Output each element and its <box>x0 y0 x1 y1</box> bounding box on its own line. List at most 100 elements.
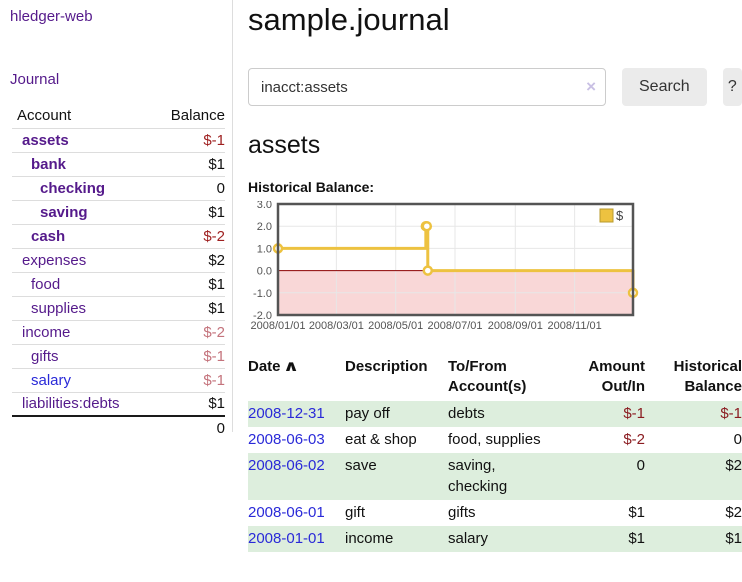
data-point-marker <box>422 265 434 276</box>
sidebar-item-journal[interactable]: Journal <box>10 71 60 88</box>
account-balance: $1 <box>149 296 225 321</box>
account-link[interactable]: expenses <box>22 251 87 269</box>
account-balance: $-1 <box>149 344 225 369</box>
transaction-accounts: gifts <box>448 504 476 521</box>
account-row: food $1 <box>12 272 225 297</box>
account-balance: 0 <box>149 176 225 201</box>
account-balance: $2 <box>149 248 225 273</box>
transaction-date-link[interactable]: 2008-01-01 <box>248 530 325 547</box>
legend-label: $ <box>616 208 624 223</box>
balance-column-header: Historical Balance <box>673 358 742 395</box>
accounts-total-row: 0 <box>12 415 225 440</box>
account-balance: $1 <box>149 272 225 297</box>
transaction-row: 2008-06-01 gift gifts $1 $2 <box>248 500 742 526</box>
account-balance: $-2 <box>149 320 225 345</box>
account-balance: $1 <box>149 200 225 225</box>
transaction-description: eat & shop <box>345 431 417 448</box>
account-link[interactable]: liabilities:debts <box>22 395 120 413</box>
transaction-date-cell: 2008-06-03 <box>248 427 345 453</box>
legend-swatch <box>599 208 614 223</box>
register-header-row: Date ∧ Description To/From Account(s) Amou… <box>248 355 742 401</box>
account-row: expenses $2 <box>12 248 225 273</box>
date-column-header[interactable]: Date ∧ <box>248 358 299 375</box>
account-balance: $-1 <box>149 368 225 393</box>
transaction-balance: $2 <box>645 453 742 500</box>
account-link[interactable]: bank <box>31 155 67 173</box>
x-tick-label: 2008/01/01 <box>250 320 305 332</box>
accounts-table: Account Balance assets $-1 bank $1 checking 0… <box>12 104 225 440</box>
transaction-balance: $-1 <box>645 401 742 427</box>
amount-column-header: Amount Out/In <box>588 358 645 395</box>
app-title-link[interactable]: hledger-web <box>10 8 93 25</box>
account-balance: $-2 <box>149 224 225 249</box>
transaction-description: income <box>345 526 448 552</box>
transaction-date-cell: 2008-12-31 <box>248 401 345 427</box>
transaction-amount: 0 <box>562 453 645 500</box>
transaction-description: save <box>345 453 448 500</box>
account-row: gifts $-1 <box>12 344 225 369</box>
account-balance: $1 <box>149 392 225 417</box>
account-row: checking 0 <box>12 176 225 201</box>
x-tick-label: 2008/05/01 <box>368 320 423 332</box>
account-link[interactable]: checking <box>40 179 106 197</box>
transaction-amount: $-1 <box>562 401 645 427</box>
transaction-date-cell: 2008-06-02 <box>248 453 345 500</box>
transaction-date-link[interactable]: 2008-06-02 <box>248 457 325 474</box>
account-balance: $-1 <box>149 128 225 153</box>
search-input[interactable] <box>248 68 606 106</box>
account-column-header: Account <box>12 104 150 129</box>
transaction-balance: $2 <box>725 504 742 521</box>
accounts-column-header: To/From Account(s) <box>448 358 527 395</box>
transaction-amount: $1 <box>628 504 645 521</box>
account-link[interactable]: income <box>22 323 71 341</box>
transaction-row: 2008-01-01 income salary $1 $1 <box>248 526 742 552</box>
transaction-row: 2008-06-02 save saving, checking 0 $2 <box>248 453 742 500</box>
account-link[interactable]: cash <box>31 227 66 245</box>
account-link[interactable]: saving <box>40 203 88 221</box>
account-row: bank $1 <box>12 152 225 177</box>
transaction-balance: $1 <box>645 526 742 552</box>
y-tick-label: 2.0 <box>257 221 272 233</box>
transaction-amount: $-2 <box>623 431 645 448</box>
x-tick-label: 2008/09/01 <box>488 320 543 332</box>
y-tick-label: -2.0 <box>253 310 272 322</box>
account-balance: $1 <box>149 152 225 177</box>
account-row: assets $-1 <box>12 128 225 153</box>
account-link[interactable]: gifts <box>31 347 59 365</box>
transaction-balance: 0 <box>733 431 742 448</box>
transaction-date-link[interactable]: 2008-12-31 <box>248 405 325 422</box>
account-link[interactable]: supplies <box>31 299 87 317</box>
transaction-date-link[interactable]: 2008-06-01 <box>248 504 325 521</box>
help-button[interactable]: ? <box>722 68 742 106</box>
transaction-description: pay off <box>345 401 448 427</box>
historical-balance-chart: $3.0 2.0 1.0 0.0 -1.0 -2.0 2008/01/01 2008/03/0… <box>245 199 742 340</box>
account-row: income $-2 <box>12 320 225 345</box>
transaction-description: gift <box>345 504 366 521</box>
account-link[interactable]: food <box>31 275 61 293</box>
transaction-date-link[interactable]: 2008-06-03 <box>248 431 325 448</box>
account-row: supplies $1 <box>12 296 225 321</box>
y-tick-label: 1.0 <box>257 243 272 255</box>
chart-title: Historical Balance: <box>248 179 375 195</box>
transaction-row: 2008-06-03 eat & shop food, supplies $-2 0 <box>248 427 742 453</box>
account-heading: assets <box>248 131 321 159</box>
account-link[interactable]: assets <box>22 131 69 149</box>
transaction-accounts: debts <box>448 401 562 427</box>
x-tick-label: 2008/07/01 <box>427 320 482 332</box>
sidebar: hledger-web Journal Account Balance asse… <box>0 0 233 440</box>
transaction-accounts: saving, checking <box>448 453 562 500</box>
clear-search-icon[interactable]: × <box>586 77 596 96</box>
y-tick-label: 0.0 <box>257 266 272 278</box>
accounts-total-value: 0 <box>149 415 225 440</box>
data-point-marker <box>421 220 433 232</box>
sort-asc-icon: ∧ <box>282 358 299 375</box>
x-tick-label: 2008/11/01 <box>548 320 602 332</box>
x-tick-label: 2008/03/01 <box>309 320 364 332</box>
account-link[interactable]: salary <box>31 371 72 389</box>
account-row: cash $-2 <box>12 224 225 249</box>
search-button[interactable]: Search <box>622 68 707 106</box>
transaction-date-cell: 2008-01-01 <box>248 526 345 552</box>
y-tick-label: -1.0 <box>253 288 272 300</box>
register-table: Date ∧ Description To/From Account(s) Amou… <box>248 355 742 552</box>
